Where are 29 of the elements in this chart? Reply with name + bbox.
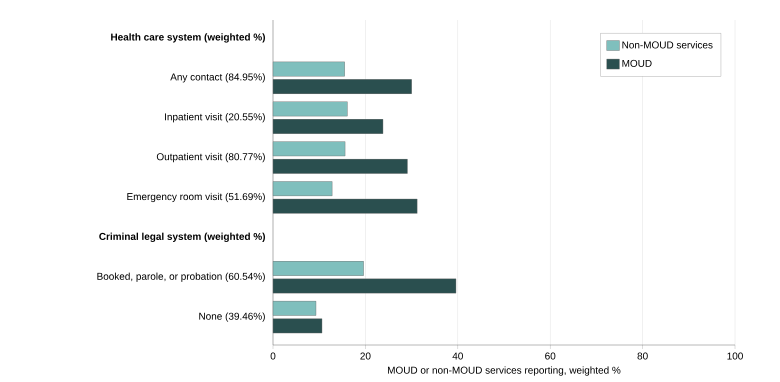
x-tick-label: 40 (452, 352, 463, 360)
legend-label: MOUD (622, 60, 652, 67)
x-tick-label: 100 (727, 352, 743, 360)
bar (272, 278, 456, 294)
x-tick-label: 20 (360, 352, 371, 360)
x-tick-label: 60 (545, 352, 556, 360)
y-tick-label: Any contact (84.95%) (170, 73, 265, 82)
x-tick-label: 0 (270, 352, 276, 360)
y-tick-label: Outpatient visit (80.77%) (156, 152, 265, 162)
bar (272, 62, 345, 76)
bar (272, 141, 346, 156)
bar (272, 318, 322, 334)
bar (272, 300, 316, 316)
bar (272, 119, 384, 134)
y-tick-label: Emergency room visit (51.69%) (127, 192, 265, 202)
y-tick-label: None (39.46%) (199, 312, 265, 322)
x-axis-title: MOUD or non-MOUD services reporting, weighted % (388, 366, 620, 376)
y-tick-label: Criminal legal system (weighted %) (99, 232, 265, 242)
bar (272, 198, 418, 214)
bar (272, 158, 408, 174)
x-tick-label: 80 (638, 352, 648, 360)
y-tick-label: Booked, parole, or probation (60.54%) (97, 272, 265, 282)
bar (272, 102, 348, 116)
bar (272, 79, 412, 94)
y-tick-label: Inpatient visit (20.55%) (165, 113, 265, 122)
bar (272, 261, 364, 276)
bar (272, 181, 332, 196)
legend-label: Non-MOUD services (622, 41, 713, 48)
y-tick-label: Health care system (weighted %) (111, 33, 265, 43)
